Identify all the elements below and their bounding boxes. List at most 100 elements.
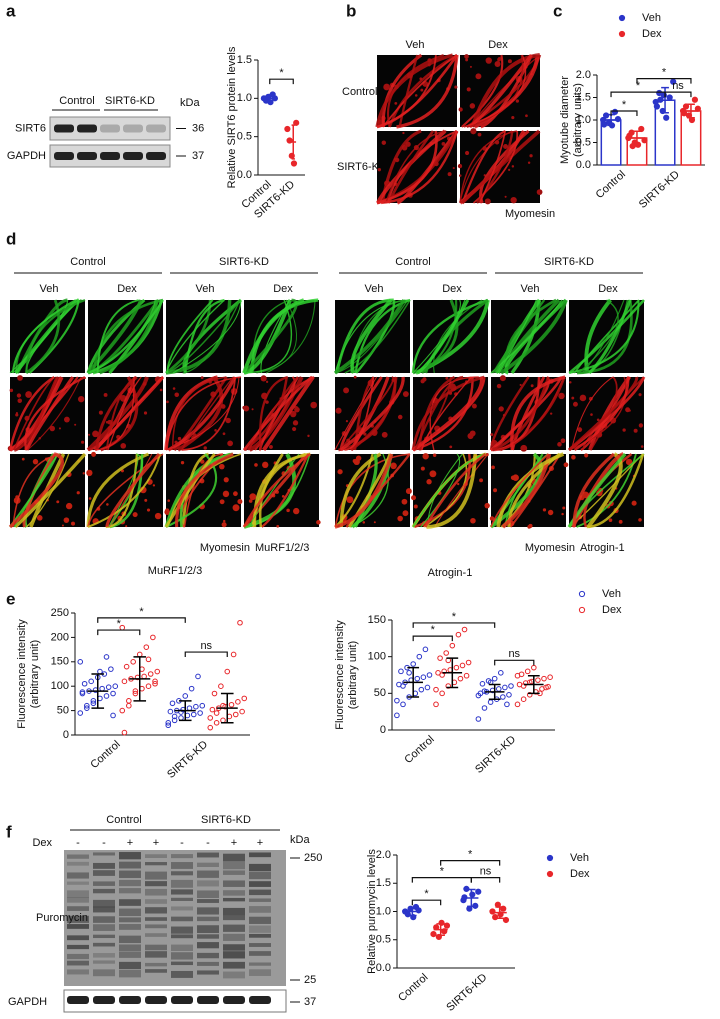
blot-smear <box>119 852 141 860</box>
micrograph-speck <box>498 406 504 412</box>
blot-band <box>123 152 143 160</box>
blot-band <box>93 996 115 1004</box>
error-bar <box>658 86 672 114</box>
significance-label: ns <box>672 80 684 92</box>
data-point <box>290 160 298 167</box>
data-point <box>110 690 116 697</box>
data-point <box>611 108 619 116</box>
micrograph-speck <box>86 469 93 477</box>
marker-label: 25 <box>304 974 316 986</box>
error-bar <box>174 700 196 722</box>
data-point <box>79 690 86 697</box>
group-label: SIRT6-KD <box>201 814 251 826</box>
error-bar <box>484 683 505 700</box>
blot-band <box>123 124 143 133</box>
stain-label: Atrogin-1 <box>580 542 625 554</box>
data-point <box>406 670 412 676</box>
data-point <box>232 711 239 718</box>
blot-smear <box>145 924 167 929</box>
micrograph-speck <box>457 482 460 486</box>
data-point <box>167 708 174 715</box>
blot-smear <box>93 906 115 913</box>
blot-smear <box>197 942 219 949</box>
y-tick-label: 0.0 <box>237 169 252 181</box>
micrograph-speck <box>381 431 388 438</box>
micrograph-speck <box>507 59 512 64</box>
significance-label: ns <box>508 648 520 660</box>
micrograph-fiber <box>165 376 240 451</box>
blot-smear <box>93 916 115 923</box>
data-point <box>97 668 103 675</box>
data-point <box>193 703 199 710</box>
micrograph-speck <box>484 502 490 509</box>
blot-smear <box>119 870 141 878</box>
micrograph-speck <box>77 395 85 403</box>
micrograph-speck <box>15 412 19 415</box>
data-point <box>506 692 512 698</box>
blot-smear <box>119 969 141 978</box>
blot-smear <box>93 960 115 964</box>
error-bar <box>433 923 448 936</box>
blot-smear <box>145 888 167 896</box>
error-bar <box>524 674 544 695</box>
micrograph-speck <box>82 472 85 475</box>
blot-smear <box>197 870 219 878</box>
blot-smear <box>197 952 219 959</box>
micrograph-speck <box>471 403 477 409</box>
data-point <box>145 683 152 690</box>
micrograph-speck <box>571 455 576 460</box>
micrograph-fiber <box>385 130 447 204</box>
legend-marker <box>546 854 554 862</box>
micrograph-speck <box>560 438 566 444</box>
data-point <box>463 672 470 679</box>
micrograph-speck <box>525 114 528 118</box>
micrograph-fiber <box>108 453 139 528</box>
micrograph-fiber <box>499 299 568 375</box>
blot-smear <box>171 879 193 888</box>
data-point <box>77 710 84 716</box>
micrograph-speck <box>25 391 32 398</box>
blot-smear <box>249 889 271 896</box>
data-point <box>416 653 423 660</box>
data-point <box>230 651 237 658</box>
micrograph-fiber <box>577 299 619 374</box>
blot-smear <box>145 944 167 951</box>
micrograph-speck <box>638 423 644 428</box>
treatment-sign: - <box>76 837 80 849</box>
data-point <box>190 711 197 718</box>
significance-bracket <box>184 651 228 658</box>
blot-smear <box>223 907 245 916</box>
data-point <box>271 95 278 102</box>
blot-smear <box>223 853 245 862</box>
blot-smear <box>249 969 271 976</box>
micrograph-fiber <box>334 453 394 529</box>
marker-label: 250 <box>304 852 322 864</box>
data-point <box>531 664 537 671</box>
data-point <box>132 690 139 697</box>
micrograph-speck <box>353 375 357 379</box>
micrograph-speck <box>232 504 240 512</box>
blot-smear <box>249 852 271 858</box>
micrograph-speck <box>558 392 565 400</box>
data-point <box>475 692 482 699</box>
micrograph-speck <box>106 503 109 506</box>
micrograph-speck <box>529 154 533 158</box>
micrograph-fiber <box>24 375 86 451</box>
blot-smear <box>197 970 219 975</box>
column-label: Veh <box>365 283 384 295</box>
micrograph-fiber <box>376 54 459 129</box>
micrograph-fiber <box>424 452 487 528</box>
micrograph-fiber <box>478 130 506 204</box>
y-tick-label: 150 <box>368 614 386 626</box>
data-point <box>502 684 508 691</box>
data-point <box>445 683 452 689</box>
blot-smear <box>197 934 219 939</box>
micrograph-fiber <box>572 452 616 528</box>
micrograph-fiber <box>412 376 474 452</box>
micrograph-fiber <box>396 54 459 129</box>
micrograph-speck <box>390 462 397 470</box>
blot-smear <box>119 899 141 906</box>
micrograph-speck <box>608 518 613 522</box>
micrograph-fiber <box>181 452 209 528</box>
micrograph-speck <box>510 196 517 204</box>
